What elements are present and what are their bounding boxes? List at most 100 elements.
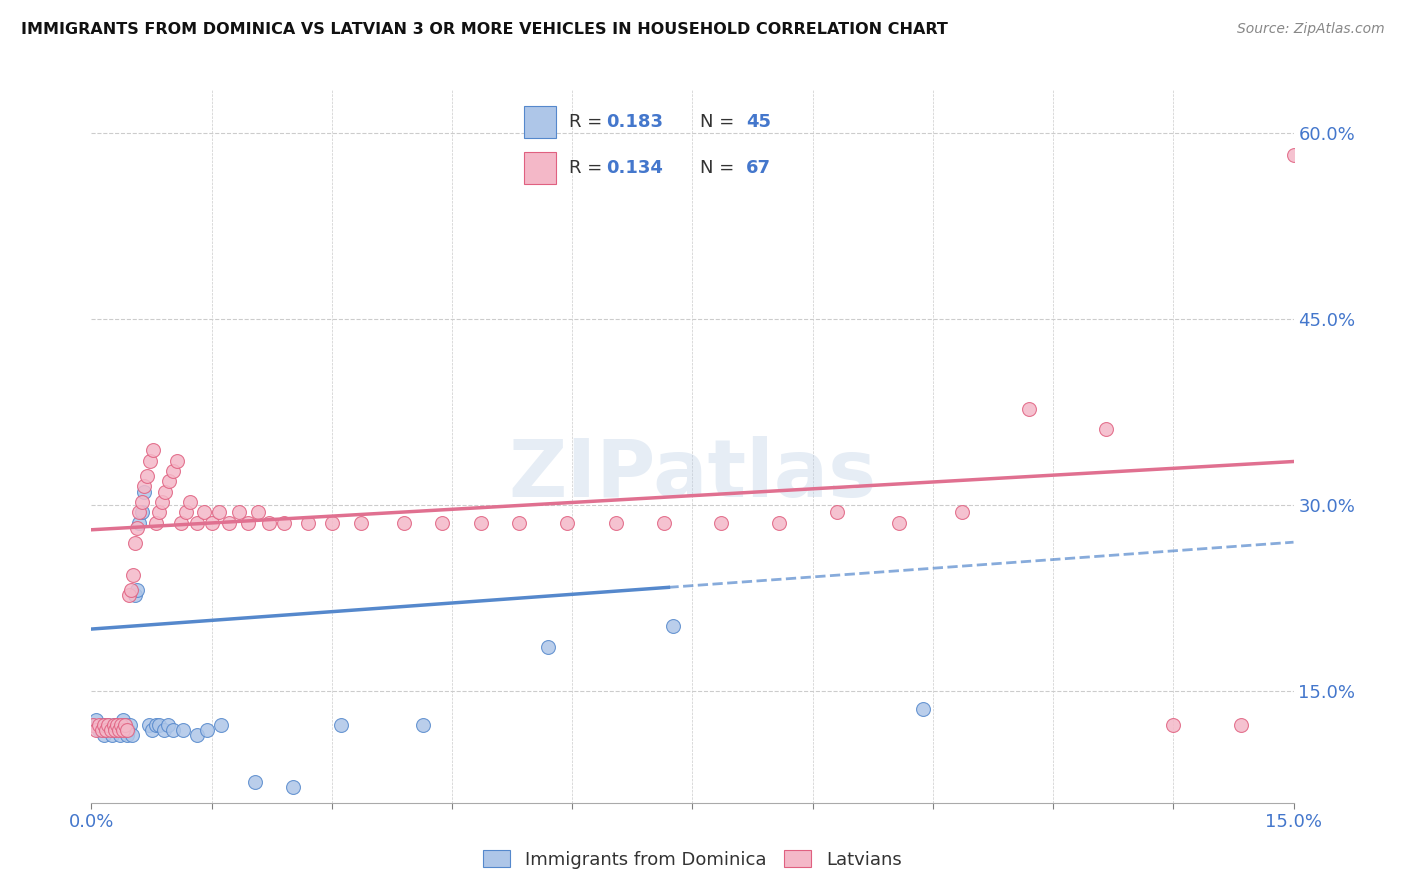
Point — [321, 516, 343, 530]
Point — [195, 723, 218, 738]
Point — [114, 718, 136, 732]
Point — [228, 505, 250, 519]
Point — [124, 536, 146, 550]
Text: Source: ZipAtlas.com: Source: ZipAtlas.com — [1237, 22, 1385, 37]
Point — [209, 718, 232, 732]
Point — [110, 718, 132, 732]
Point — [112, 723, 135, 738]
Point — [112, 713, 135, 727]
Point — [1095, 422, 1118, 436]
Point — [208, 505, 231, 519]
Point — [166, 453, 188, 467]
Point — [889, 516, 911, 530]
Point — [350, 516, 373, 530]
Point — [605, 516, 627, 530]
Point — [148, 718, 170, 732]
Point — [508, 516, 530, 530]
Point — [1018, 401, 1040, 416]
Text: 0.134: 0.134 — [606, 159, 664, 177]
Point — [283, 780, 305, 795]
Point — [297, 516, 319, 530]
Point — [124, 588, 146, 602]
Point — [134, 484, 156, 499]
Point — [103, 718, 125, 732]
Point — [537, 640, 560, 655]
Point — [193, 505, 215, 519]
Point — [120, 583, 142, 598]
Point — [170, 516, 193, 530]
Point — [412, 718, 434, 732]
Point — [97, 718, 120, 732]
Point — [162, 464, 184, 478]
Point — [97, 718, 120, 732]
Point — [117, 723, 139, 738]
Point — [662, 619, 685, 633]
Point — [557, 516, 579, 530]
Point — [125, 521, 148, 535]
Point — [273, 516, 295, 530]
Legend: Immigrants from Dominica, Latvians: Immigrants from Dominica, Latvians — [477, 843, 908, 876]
Point — [392, 516, 415, 530]
Point — [142, 443, 165, 458]
Point — [104, 723, 127, 738]
Point — [87, 723, 110, 738]
Point — [912, 702, 935, 716]
Point — [162, 723, 184, 738]
Point — [131, 495, 153, 509]
Point — [100, 723, 122, 738]
Point — [105, 718, 128, 732]
Point — [87, 718, 110, 732]
Point — [218, 516, 240, 530]
Point — [134, 479, 156, 493]
Point — [148, 505, 170, 519]
FancyBboxPatch shape — [524, 106, 557, 137]
Point — [138, 718, 160, 732]
Point — [201, 516, 224, 530]
Point — [82, 718, 104, 732]
Point — [710, 516, 733, 530]
Point — [652, 516, 675, 530]
Point — [243, 775, 266, 789]
Point — [136, 469, 159, 483]
Text: N =: N = — [700, 159, 740, 177]
Point — [246, 505, 269, 519]
Point — [108, 723, 131, 738]
Text: N =: N = — [700, 113, 740, 131]
Point — [172, 723, 194, 738]
Point — [100, 723, 122, 738]
Point — [259, 516, 281, 530]
Point — [152, 723, 174, 738]
Point — [950, 505, 973, 519]
Point — [1282, 147, 1305, 161]
Point — [157, 475, 180, 489]
Point — [121, 728, 143, 742]
Point — [174, 505, 197, 519]
Point — [115, 723, 138, 738]
Point — [125, 583, 148, 598]
Point — [150, 495, 173, 509]
Text: IMMIGRANTS FROM DOMINICA VS LATVIAN 3 OR MORE VEHICLES IN HOUSEHOLD CORRELATION : IMMIGRANTS FROM DOMINICA VS LATVIAN 3 OR… — [21, 22, 948, 37]
Point — [82, 718, 104, 732]
Point — [111, 718, 134, 732]
Point — [768, 516, 790, 530]
Point — [157, 718, 180, 732]
Text: ZIPatlas: ZIPatlas — [509, 435, 876, 514]
Point — [128, 516, 150, 530]
Text: 67: 67 — [747, 159, 772, 177]
Point — [94, 723, 117, 738]
Point — [236, 516, 259, 530]
Text: R =: R = — [569, 113, 607, 131]
Point — [84, 713, 107, 727]
Point — [470, 516, 492, 530]
Text: R =: R = — [569, 159, 607, 177]
Point — [145, 718, 167, 732]
Point — [186, 516, 208, 530]
Point — [1163, 718, 1185, 732]
Point — [100, 728, 122, 742]
Point — [93, 718, 115, 732]
Point — [105, 718, 128, 732]
Point — [1229, 718, 1251, 732]
Point — [141, 723, 163, 738]
Point — [179, 495, 201, 509]
Point — [104, 723, 127, 738]
